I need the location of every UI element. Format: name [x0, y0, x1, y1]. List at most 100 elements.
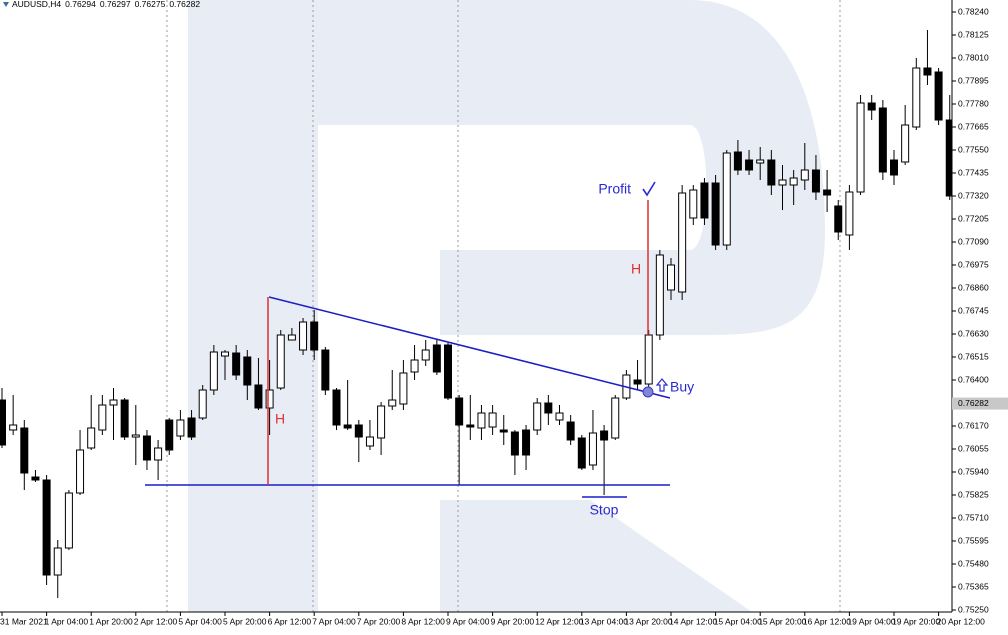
candle-body-down [354, 424, 363, 438]
y-tick-label: 0.77780 [958, 98, 989, 108]
watermark-leg [440, 500, 752, 612]
y-tick-label: 0.76400 [958, 374, 989, 384]
candle-body-down [923, 67, 932, 76]
candle-body-up [800, 169, 809, 181]
chart-header: AUDUSD,H4 0.76294 0.76297 0.76275 0.76282 [12, 0, 200, 9]
y-tick-label: 0.75365 [958, 581, 989, 591]
candle-body-up [176, 419, 185, 437]
candle-body-up [399, 372, 408, 405]
profit-label: Profit [598, 181, 631, 197]
candle-body-up [365, 436, 374, 447]
height-label: H [275, 411, 285, 427]
candle-body-down [510, 431, 519, 456]
x-tick-label: 1 Apr 20:00 [89, 616, 133, 626]
candle-body-down [187, 417, 196, 438]
x-tick-label: 15 Apr 04:00 [714, 616, 762, 626]
x-tick-label: 2 Apr 12:00 [134, 616, 178, 626]
candle-body-up [276, 334, 285, 389]
y-tick-label: 0.77435 [958, 167, 989, 177]
y-tick-label: 0.75595 [958, 535, 989, 545]
candle-body-down [499, 429, 508, 433]
height-label: H [631, 261, 641, 277]
candle-body-down [254, 384, 263, 409]
y-tick-label: 0.75710 [958, 512, 989, 522]
candle-body-down [878, 107, 887, 173]
candle-body-up [87, 427, 96, 449]
candle-body-up [198, 389, 207, 419]
candle-body-up [388, 399, 397, 407]
quote-low: 0.76275 [135, 0, 166, 9]
candle-body-down [444, 344, 452, 399]
candle-body-up [265, 389, 274, 409]
candle-body-up [588, 432, 597, 466]
candle-body-down [633, 379, 642, 385]
candle-body-up [64, 492, 73, 549]
y-tick-label: 0.78010 [958, 52, 989, 62]
candle-body-up [209, 351, 218, 391]
annotations: H H Profit Buy Stop [145, 181, 694, 518]
candle-body-up [678, 192, 687, 293]
trend-line [268, 296, 671, 399]
y-tick-label: 0.76515 [958, 351, 989, 361]
x-tick-label: 16 Apr 12:00 [803, 616, 851, 626]
candle-body-up [377, 405, 386, 439]
y-tick-label: 0.77665 [958, 121, 989, 131]
entry-point [642, 386, 654, 398]
separators [166, 0, 841, 612]
y-tick-label: 0.76170 [958, 420, 989, 430]
x-tick-label: 14 Apr 12:00 [669, 616, 717, 626]
candle-body-down [823, 189, 832, 196]
quote-close: 0.76282 [169, 0, 200, 9]
y-tick-label: 0.76975 [958, 259, 989, 269]
candles [0, 30, 952, 598]
x-tick-label: 5 Apr 04:00 [178, 616, 222, 626]
candle-body-up [611, 397, 620, 439]
candle-body-up [76, 449, 85, 494]
x-tick-label: 5 Apr 20:00 [223, 616, 267, 626]
x-tick-label: 31 Mar 2021 [0, 616, 48, 626]
y-tick-label: 0.77320 [958, 190, 989, 200]
candle-body-down [432, 344, 441, 373]
x-tick-label: 7 Apr 04:00 [312, 616, 356, 626]
candle-body-up [299, 321, 308, 351]
watermark-stem [188, 0, 318, 612]
candle-body-up [98, 404, 107, 431]
stop-label: Stop [590, 502, 619, 518]
candle-body-down [711, 182, 720, 246]
candle-body-up [778, 179, 787, 186]
x-tick-label: 9 Apr 20:00 [491, 616, 535, 626]
x-tick-label: 7 Apr 20:00 [357, 616, 401, 626]
candle-body-up [109, 399, 118, 406]
candle-body-up [154, 447, 163, 461]
check-mark [642, 181, 656, 197]
y-tick-label: 0.76055 [958, 443, 989, 453]
candle-body-down [20, 427, 29, 474]
candle-body-down [600, 430, 609, 441]
x-tick-label: 12 Apr 12:00 [535, 616, 583, 626]
candle-body-down [544, 402, 553, 414]
x-tick-label: 19 Apr 20:00 [892, 616, 940, 626]
candle-body-up [644, 334, 653, 385]
candle-body-down [767, 159, 776, 186]
candle-body-up [488, 412, 497, 428]
candle-body-up [655, 254, 664, 336]
candle-body-down [566, 421, 575, 441]
current-price-label: 0.76282 [958, 398, 989, 408]
candle-body-down [890, 159, 898, 176]
candle-body-up [53, 547, 62, 576]
axes: 0.78240 0.78125 0.78010 0.77895 0.77780 0.776… [0, 6, 1008, 626]
candle-body-up [856, 102, 865, 193]
x-tick-label: 19 Apr 04:00 [847, 616, 895, 626]
candle-body-up [221, 351, 229, 357]
quote-high: 0.76297 [100, 0, 131, 9]
y-tick-label: 0.77895 [958, 75, 989, 85]
y-tick-label: 0.76630 [958, 328, 989, 338]
y-tick-label: 0.75825 [958, 489, 989, 499]
candle-body-up [912, 67, 921, 128]
candle-body-down [733, 151, 742, 171]
candle-body-down [700, 182, 709, 219]
candle-body-up [689, 189, 698, 219]
candle-body-up [477, 412, 486, 429]
candle-body-down [310, 321, 319, 351]
